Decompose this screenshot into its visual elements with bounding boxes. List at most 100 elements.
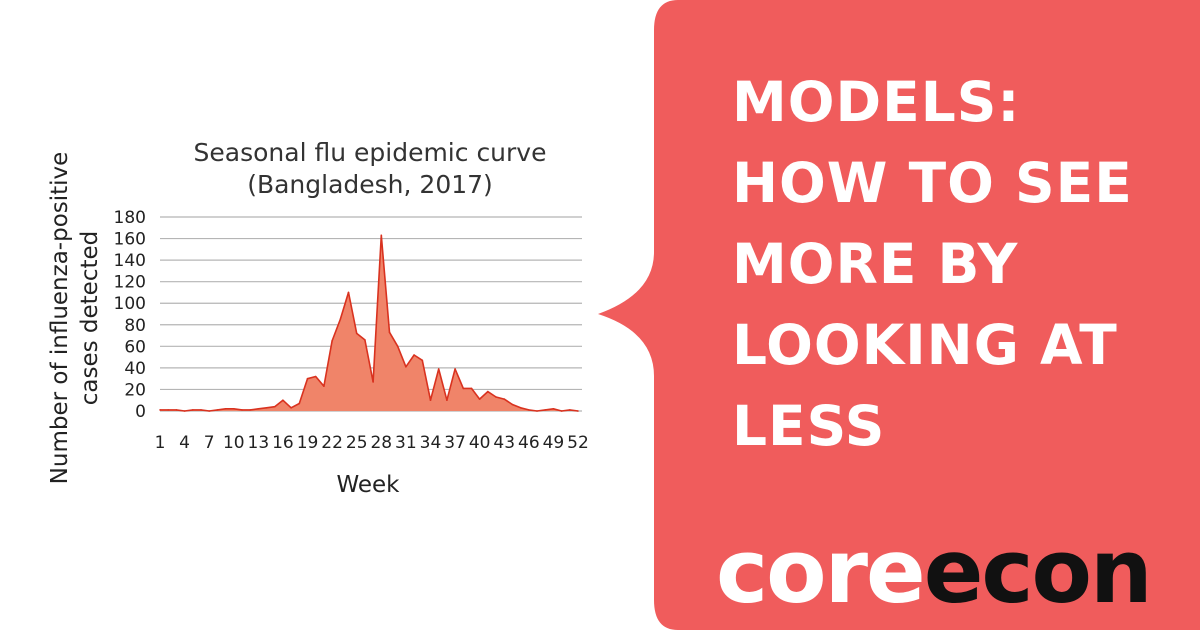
data-point-week-12 — [249, 409, 251, 411]
data-point-week-5 — [192, 409, 194, 411]
x-tick-46: 46 — [518, 433, 540, 453]
data-point-week-34 — [429, 399, 432, 402]
data-point-week-22 — [331, 340, 333, 342]
y-tick-140: 140 — [114, 251, 146, 271]
data-point-week-8 — [216, 409, 219, 411]
data-point-week-24 — [347, 291, 350, 294]
y-tick-40: 40 — [124, 359, 146, 379]
x-tick-22: 22 — [321, 433, 343, 453]
panel-shape — [598, 0, 1200, 630]
data-point-week-7 — [208, 410, 210, 412]
chart-title-line-1: Seasonal flu epidemic curve — [194, 138, 547, 167]
headline-line-4: LOOKING AT — [732, 313, 1118, 377]
y-axis-label-line-2: cases detected — [77, 231, 103, 406]
x-tick-40: 40 — [469, 433, 491, 453]
data-point-week-41 — [487, 390, 489, 393]
x-tick-34: 34 — [420, 433, 442, 453]
y-tick-120: 120 — [114, 273, 146, 293]
data-point-week-49 — [552, 408, 555, 410]
data-point-week-16 — [282, 399, 284, 402]
data-point-week-50 — [560, 410, 563, 412]
coreecon-logo: coreecon — [716, 520, 1153, 632]
x-tick-28: 28 — [370, 433, 392, 453]
x-tick-13: 13 — [248, 433, 270, 453]
data-point-week-17 — [290, 407, 292, 409]
x-tick-25: 25 — [346, 433, 368, 453]
headline: MODELS: HOW TO SEE MORE BY LOOKING AT LE… — [732, 62, 1172, 467]
y-tick-180: 180 — [114, 208, 146, 228]
data-point-week-1 — [159, 409, 161, 411]
chart-title-line-2: (Bangladesh, 2017) — [247, 170, 493, 199]
epidemic-curve-line — [160, 234, 579, 412]
x-axis-label: Week — [336, 472, 400, 498]
logo-core: core — [716, 520, 926, 623]
x-tick-10: 10 — [223, 433, 245, 453]
data-point-week-47 — [536, 410, 538, 412]
epidemic-curve-area — [160, 235, 578, 411]
data-point-week-26 — [364, 339, 366, 341]
data-point-week-15 — [273, 405, 276, 408]
data-point-week-6 — [200, 409, 202, 411]
x-tick-labels: 1 4 7 10 13 16 19 22 25 28 31 34 37 40 43 46 49 52 — [155, 433, 589, 453]
data-point-week-28 — [380, 234, 383, 237]
data-point-week-25 — [355, 332, 358, 335]
headline-line-1: MODELS: — [732, 70, 1021, 134]
x-tick-49: 49 — [543, 433, 565, 453]
data-point-week-44 — [511, 403, 514, 406]
y-tick-80: 80 — [124, 316, 146, 336]
data-point-week-42 — [495, 396, 497, 398]
data-point-week-35 — [437, 368, 440, 370]
data-point-week-18 — [298, 402, 301, 405]
data-point-week-52 — [577, 410, 579, 412]
data-point-week-2 — [167, 409, 169, 411]
data-point-week-48 — [544, 409, 546, 411]
data-point-week-31 — [405, 366, 407, 368]
data-point-week-4 — [183, 410, 186, 412]
data-point-week-32 — [413, 354, 415, 356]
headline-line-5: LESS — [732, 394, 886, 458]
x-tick-16: 16 — [272, 433, 294, 453]
data-point-week-23 — [339, 318, 342, 321]
data-point-week-10 — [233, 408, 235, 410]
y-tick-20: 20 — [124, 380, 146, 400]
data-point-week-30 — [396, 345, 399, 348]
x-tick-37: 37 — [444, 433, 466, 453]
data-point-week-11 — [241, 409, 243, 411]
x-tick-19: 19 — [297, 433, 319, 453]
y-tick-0: 0 — [135, 402, 146, 422]
data-point-week-40 — [478, 398, 481, 400]
data-point-week-36 — [446, 399, 448, 402]
data-point-week-3 — [175, 409, 178, 411]
y-tick-100: 100 — [114, 294, 146, 314]
data-point-week-38 — [462, 387, 465, 390]
x-tick-1: 1 — [155, 433, 166, 453]
data-point-week-20 — [314, 375, 317, 378]
x-tick-31: 31 — [395, 433, 417, 453]
x-tick-4: 4 — [179, 433, 190, 453]
data-point-week-19 — [306, 377, 309, 380]
headline-line-2: HOW TO SEE — [732, 151, 1133, 215]
data-point-week-33 — [421, 359, 424, 362]
data-point-week-51 — [569, 409, 571, 411]
data-point-week-37 — [454, 368, 456, 370]
data-point-week-46 — [528, 409, 530, 411]
data-point-week-9 — [224, 408, 227, 410]
data-point-week-13 — [257, 408, 260, 410]
headline-line-3: MORE BY — [732, 232, 1019, 296]
data-point-week-29 — [388, 331, 391, 334]
data-point-week-43 — [503, 398, 506, 400]
data-point-week-21 — [323, 385, 325, 388]
y-tick-60: 60 — [124, 337, 146, 357]
x-tick-52: 52 — [567, 433, 589, 453]
data-point-week-14 — [265, 407, 268, 409]
data-point-week-27 — [372, 381, 374, 383]
logo-econ: econ — [923, 520, 1153, 623]
x-tick-43: 43 — [493, 433, 515, 453]
y-axis-label-line-1: Number of influenza-positive — [47, 152, 73, 485]
x-tick-7: 7 — [204, 433, 215, 453]
data-point-week-45 — [519, 407, 522, 409]
data-point-week-39 — [470, 387, 473, 390]
